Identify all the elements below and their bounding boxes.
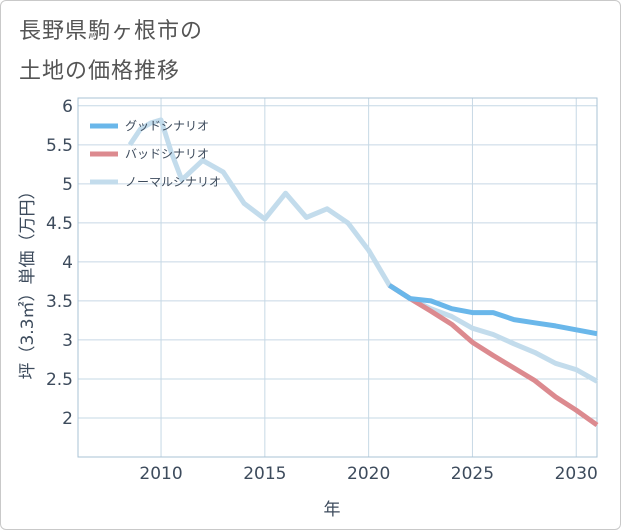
- legend-label-3: ノーマルシナリオ: [125, 175, 221, 189]
- plot-frame: [77, 97, 598, 458]
- y-tick-6: 6: [62, 97, 73, 117]
- x-tick-2020: 2020: [347, 464, 390, 484]
- y-tick-2.5: 2.5: [46, 370, 73, 390]
- y-tick-4: 4: [62, 253, 73, 273]
- y-tick-2: 2: [62, 409, 73, 429]
- y-tick-3: 3: [62, 331, 73, 351]
- x-tick-2030: 2030: [555, 464, 598, 484]
- series-line-3: [127, 117, 599, 384]
- legend-label-2: バッドシナリオ: [125, 147, 209, 161]
- y-tick-5.5: 5.5: [46, 136, 73, 156]
- chart-title-line-2: 土地の価格推移: [19, 59, 181, 84]
- x-axis-label: 年: [324, 500, 341, 520]
- y-axis-label: 坪（3.3㎡）単価（万円）: [18, 182, 38, 379]
- x-tick-2015: 2015: [243, 464, 286, 484]
- series-line-1: [388, 283, 598, 337]
- x-tick-2025: 2025: [451, 464, 494, 484]
- y-tick-5: 5: [62, 175, 73, 195]
- x-tick-2010: 2010: [139, 464, 182, 484]
- legend-label-1: グッドシナリオ: [125, 119, 209, 133]
- chart-title-line-1: 長野県駒ヶ根市の: [19, 19, 204, 44]
- tick-labels: 2010 2015 2020 2025 2030 2 2.5 3 3.5 4 4.5 5 5.5 6: [46, 97, 598, 484]
- series-lines: [127, 117, 599, 428]
- series-line-2: [388, 283, 599, 428]
- y-tick-4.5: 4.5: [46, 214, 73, 234]
- y-tick-3.5: 3.5: [46, 292, 73, 312]
